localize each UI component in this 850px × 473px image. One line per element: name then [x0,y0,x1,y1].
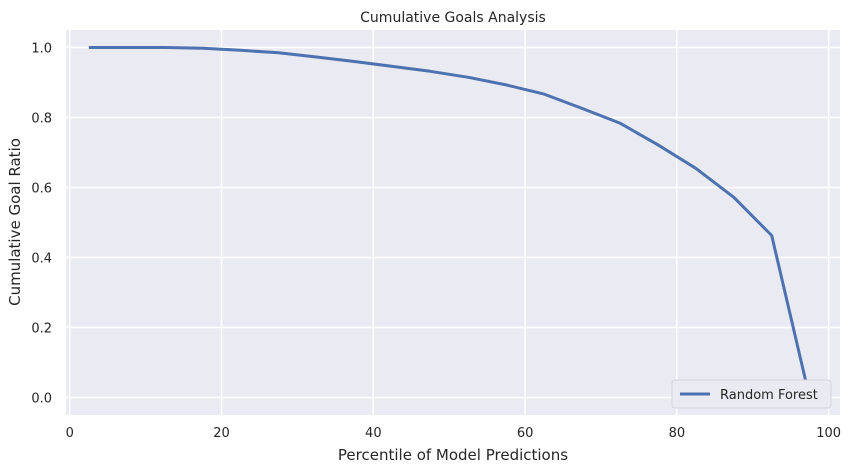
chart-title: Cumulative Goals Analysis [360,10,546,26]
legend-box [671,379,832,409]
y-tick-label: 0.8 [31,112,52,127]
x-tick-label: 20 [213,426,230,441]
y-tick-label: 0.2 [31,322,52,337]
series-layer [88,46,812,398]
x-tick-label: 80 [669,426,686,441]
x-tick-label: 100 [816,426,841,441]
y-axis-label: Cumulative Goal Ratio [6,138,24,306]
y-tick-label: 1.0 [31,42,52,57]
y-tick-label: 0.0 [31,392,52,407]
x-tick-label: 60 [517,426,534,441]
x-tick-label: 40 [365,426,382,441]
tick-labels: 0 20 40 60 80 100 0.0 0.2 0.4 0.6 0.8 1.0 [31,42,841,442]
x-axis-label: Percentile of Model Predictions [338,446,568,464]
plot-background [66,30,840,415]
series-line-random-forest [88,46,812,398]
legend-label-random-forest: Random Forest [720,388,818,403]
y-tick-label: 0.6 [31,182,52,197]
y-tick-label: 0.4 [31,252,52,267]
x-tick-label: 0 [66,426,74,441]
legend: Random Forest [671,379,832,409]
